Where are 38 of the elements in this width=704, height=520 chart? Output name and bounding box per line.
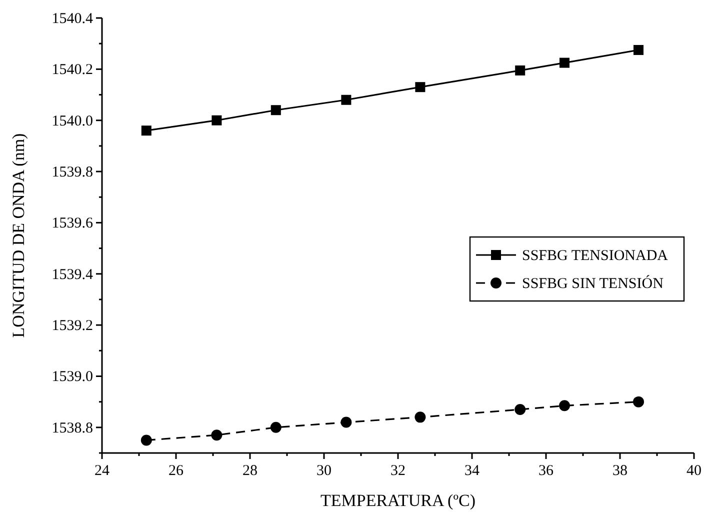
point bbox=[414, 412, 426, 423]
y-tick-label: 1538.8 bbox=[52, 420, 93, 436]
point bbox=[633, 396, 644, 408]
point bbox=[560, 58, 570, 68]
point bbox=[211, 430, 222, 441]
y-tick-label: 1540.0 bbox=[52, 113, 93, 130]
x-tick-label: 34 bbox=[464, 463, 480, 479]
point bbox=[515, 65, 526, 76]
x-tick-label: 36 bbox=[538, 463, 554, 479]
y-axis-title: LONGITUD DE ONDA (nm) bbox=[9, 133, 28, 338]
y-tick-label: 1539.0 bbox=[52, 369, 93, 386]
point bbox=[270, 105, 281, 116]
legend-label: SSFBG TENSIONADA bbox=[522, 248, 668, 264]
y-tick-label: 1540.2 bbox=[52, 62, 93, 78]
point bbox=[514, 404, 526, 415]
x-tick-label: 24 bbox=[94, 463, 110, 479]
legend-label: SSFBG SIN TENSIÓN bbox=[522, 275, 664, 292]
x-tick-label: 30 bbox=[316, 463, 332, 479]
y-tick-label: 1539.2 bbox=[52, 318, 93, 334]
point bbox=[140, 434, 152, 446]
y-tick-label: 1539.6 bbox=[52, 216, 94, 232]
x-tick-label: 28 bbox=[242, 463, 258, 479]
y-tick-label: 1540.4 bbox=[52, 11, 94, 27]
y-tick-label: 1539.8 bbox=[52, 164, 93, 181]
x-tick-label: 26 bbox=[168, 463, 184, 479]
point bbox=[340, 416, 352, 428]
point bbox=[341, 94, 352, 105]
x-tick-label: 38 bbox=[612, 463, 628, 479]
point bbox=[270, 422, 282, 433]
point bbox=[415, 82, 426, 92]
point bbox=[559, 400, 570, 412]
y-tick-label: 1539.4 bbox=[52, 266, 94, 283]
point bbox=[212, 115, 222, 126]
x-tick-label: 32 bbox=[390, 463, 406, 479]
x-tick-label: 40 bbox=[686, 463, 702, 479]
point bbox=[141, 126, 152, 136]
point bbox=[634, 44, 644, 55]
x-axis-title: TEMPERATURA (ºC) bbox=[320, 491, 476, 510]
